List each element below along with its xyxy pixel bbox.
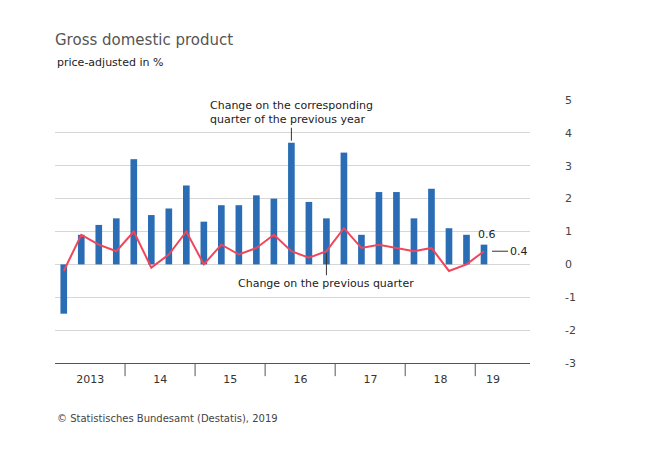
svg-text:Change on the correspondingqua: Change on the correspondingquarter of th… [210, 99, 373, 126]
svg-text:-3: -3 [565, 357, 576, 370]
svg-text:4: 4 [565, 127, 572, 140]
svg-text:price-adjusted in %: price-adjusted in % [57, 56, 163, 69]
svg-text:16: 16 [293, 373, 307, 386]
svg-text:-2: -2 [565, 324, 576, 337]
svg-text:15: 15 [223, 373, 237, 386]
svg-text:17: 17 [363, 373, 377, 386]
svg-text:0: 0 [565, 258, 572, 271]
svg-text:19: 19 [486, 373, 500, 386]
svg-text:1: 1 [565, 225, 572, 238]
svg-text:© Statistisches Bundesamt (Des: © Statistisches Bundesamt (Destatis), 20… [57, 413, 278, 424]
svg-text:3: 3 [565, 160, 572, 173]
svg-text:Change on the previous quarter: Change on the previous quarter [238, 277, 414, 290]
svg-text:14: 14 [153, 373, 167, 386]
svg-text:5: 5 [565, 94, 572, 107]
svg-text:2013: 2013 [76, 373, 104, 386]
svg-text:0.6: 0.6 [478, 228, 496, 241]
svg-text:18: 18 [433, 373, 447, 386]
svg-text:0.4: 0.4 [510, 245, 528, 258]
svg-text:Gross domestic product: Gross domestic product [55, 31, 233, 49]
svg-text:2: 2 [565, 192, 572, 205]
svg-text:-1: -1 [565, 291, 576, 304]
